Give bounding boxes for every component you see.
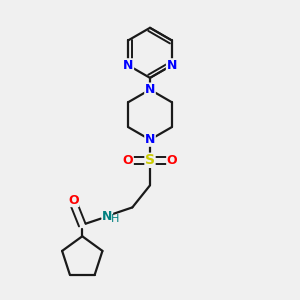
Text: O: O — [167, 154, 177, 167]
Text: N: N — [102, 210, 112, 223]
Text: O: O — [123, 154, 133, 167]
Text: O: O — [68, 194, 79, 207]
Text: S: S — [145, 153, 155, 167]
Text: N: N — [167, 59, 177, 72]
Text: N: N — [145, 83, 155, 96]
Text: H: H — [111, 214, 120, 224]
Text: N: N — [145, 133, 155, 146]
Text: N: N — [123, 59, 134, 72]
